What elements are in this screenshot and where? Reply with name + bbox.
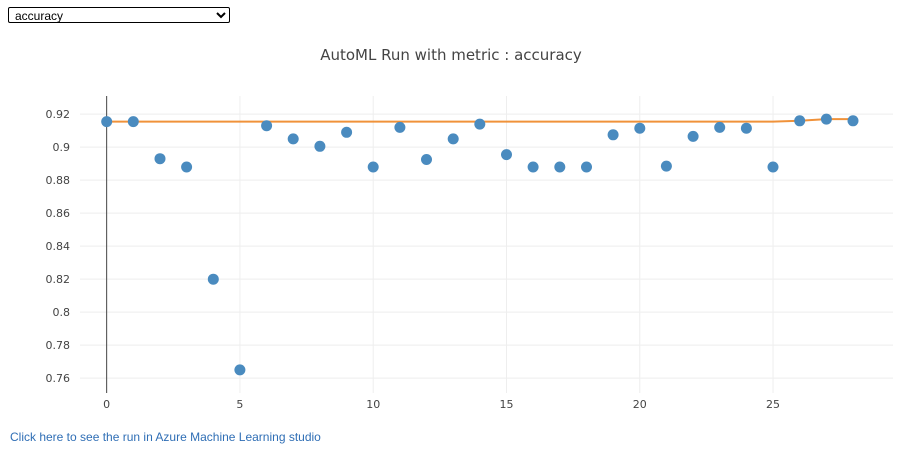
data-point[interactable]: [740, 122, 752, 134]
x-tick-label: 0: [103, 398, 110, 411]
data-point[interactable]: [421, 154, 432, 165]
y-tick-label: 0.92: [46, 108, 71, 121]
data-point[interactable]: [501, 149, 512, 161]
data-point[interactable]: [287, 133, 299, 145]
chart-container: AutoML Run with metric : accuracy 0.76 0.…: [0, 30, 899, 420]
x-tick-label: 5: [236, 398, 243, 411]
y-tick-label: 0.88: [46, 174, 71, 187]
x-tick-label: 15: [499, 398, 513, 411]
y-tick-label: 0.76: [46, 372, 71, 385]
data-point-layer: [101, 113, 859, 376]
data-point[interactable]: [607, 129, 619, 141]
metric-select[interactable]: accuracy: [8, 7, 230, 23]
data-point[interactable]: [820, 113, 832, 125]
data-point[interactable]: [687, 130, 699, 142]
data-point[interactable]: [714, 121, 726, 133]
y-tick-label: 0.84: [46, 240, 71, 253]
data-point[interactable]: [234, 364, 246, 376]
data-point[interactable]: [581, 161, 592, 173]
y-tick-label: 0.9: [53, 141, 71, 154]
data-point[interactable]: [127, 116, 139, 128]
x-tick-label: 10: [366, 398, 380, 411]
data-point[interactable]: [367, 161, 379, 173]
grid-layer: [80, 96, 893, 393]
data-point[interactable]: [660, 160, 672, 172]
studio-link[interactable]: Click here to see the run in Azure Machi…: [10, 430, 321, 444]
data-point[interactable]: [794, 115, 806, 127]
data-point[interactable]: [314, 140, 326, 152]
chart-title: AutoML Run with metric : accuracy: [320, 46, 582, 64]
y-tick-label: 0.86: [46, 207, 71, 220]
y-tick-label: 0.78: [46, 339, 71, 352]
data-point[interactable]: [447, 133, 459, 145]
data-point[interactable]: [181, 161, 193, 173]
data-point[interactable]: [207, 273, 219, 285]
data-point[interactable]: [634, 122, 646, 134]
data-point[interactable]: [154, 153, 166, 165]
x-tick-label: 20: [633, 398, 647, 411]
y-tick-label: 0.8: [53, 306, 71, 319]
x-tick-label: 25: [766, 398, 780, 411]
data-point[interactable]: [474, 118, 486, 130]
scatter-chart[interactable]: AutoML Run with metric : accuracy 0.760.…: [0, 30, 899, 420]
data-point[interactable]: [767, 161, 779, 173]
data-point[interactable]: [847, 115, 859, 127]
y-tick-label: 0.82: [46, 273, 71, 286]
data-point[interactable]: [341, 126, 353, 138]
data-point[interactable]: [394, 121, 406, 133]
data-point[interactable]: [527, 161, 539, 173]
data-point[interactable]: [554, 161, 566, 173]
data-point[interactable]: [101, 116, 113, 128]
axis-layer: 0.76 0.78 0.8 0.82 0.84 0.86 0.88 0.9 0.92 0 5 10 15…: [46, 96, 780, 411]
data-point[interactable]: [261, 120, 273, 132]
